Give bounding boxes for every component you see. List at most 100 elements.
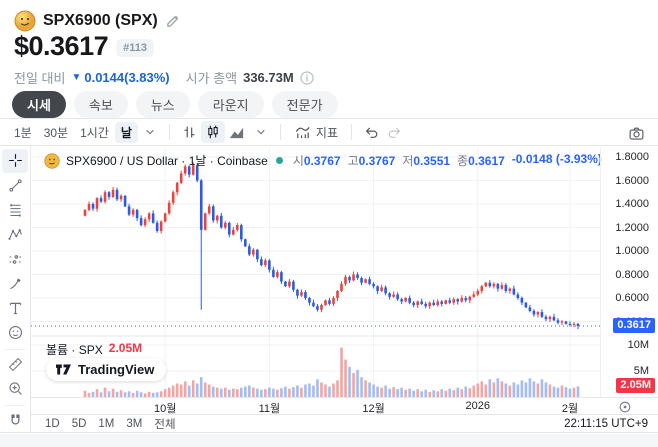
range-3m-button[interactable]: 3M xyxy=(126,418,143,430)
clock-timezone-button[interactable]: 22:11:15 UTC+9 xyxy=(564,418,648,430)
measure-ruler-tool-icon[interactable] xyxy=(2,352,28,376)
current-price-badge: 0.3617 xyxy=(613,318,655,333)
section-tabs: 시세 속보 뉴스 라운지 전문가 xyxy=(12,91,338,118)
zoom-in-tool-icon[interactable] xyxy=(2,377,28,401)
indicators-button[interactable]: 지표 xyxy=(288,122,344,143)
time-tick-label: 12월 xyxy=(362,403,385,415)
watermark-label: TradingView xyxy=(78,362,155,377)
price-tick-label: 1.4000 xyxy=(615,198,649,210)
low-label: 저 xyxy=(402,154,414,168)
volume-tick-label: 10M xyxy=(627,339,649,351)
price-tick-label: 1.6000 xyxy=(615,174,649,187)
volume-value: 2.05M xyxy=(108,341,143,355)
high-value: 0.3767 xyxy=(358,154,396,168)
rank-badge: #113 xyxy=(116,39,154,57)
text-tool-icon[interactable] xyxy=(2,296,28,320)
edit-pencil-icon[interactable] xyxy=(165,14,180,29)
price-axis[interactable]: 1.8000 1.6000 1.4000 1.2000 1.0000 0.8000 0.60… xyxy=(600,147,658,397)
info-icon[interactable] xyxy=(300,70,314,85)
page-title: SPX6900 (SPX) xyxy=(43,12,158,29)
crosshair-tool-icon[interactable] xyxy=(2,149,28,173)
current-price: $0.3617 xyxy=(14,31,109,61)
range-bar: 1D 5D 1M 3M 전체 22:11:15 UTC+9 xyxy=(31,414,658,433)
toolbar-divider xyxy=(279,124,281,140)
chart-legend: SPX6900 / US Dollar · 1날 · Coinbase 시0.3… xyxy=(44,152,602,169)
change-value: 0.0144(3.83%) xyxy=(84,70,170,85)
chart-toolbar: 1분 30분 1시간 날 xyxy=(0,119,658,146)
volume-tick-label: 5M xyxy=(633,365,649,377)
trend-line-tool-icon[interactable] xyxy=(2,174,28,198)
chart-type-chevron-down-icon[interactable] xyxy=(249,121,273,143)
interval-chevron-down-icon[interactable] xyxy=(138,121,162,143)
change-row: 전일 대비 ▼ 0.0144(3.83%) 시가 총액 336.73M xyxy=(14,68,314,87)
down-arrow-icon: ▼ xyxy=(71,72,82,83)
candlestick-chart[interactable] xyxy=(31,147,600,397)
tab-price[interactable]: 시세 xyxy=(12,91,66,118)
open-label: 시 xyxy=(292,154,304,168)
tab-breaking[interactable]: 속보 xyxy=(73,91,128,118)
tradingview-widget: 1분 30분 1시간 날 xyxy=(0,118,658,433)
price-tick-label: 0.8000 xyxy=(615,268,649,281)
area-chart-type-icon[interactable] xyxy=(225,121,249,143)
magnet-tool-icon[interactable] xyxy=(2,409,28,433)
time-axis-separator xyxy=(31,397,658,398)
interval-1hour-button[interactable]: 1시간 xyxy=(80,125,109,140)
brush-tool-icon[interactable] xyxy=(2,272,28,296)
marketcap-value: 336.73M xyxy=(243,70,294,85)
toolbar-divider xyxy=(5,404,25,406)
low-value: 0.3551 xyxy=(413,154,451,168)
time-tick-label: 10월 xyxy=(153,403,177,415)
price-row: $0.3617 #113 xyxy=(14,31,154,62)
drawing-toolbar xyxy=(0,146,31,433)
tradingview-watermark[interactable]: TradingView xyxy=(46,358,167,381)
page-footer-band xyxy=(0,434,658,447)
marketcap-label: 시가 총액 xyxy=(185,71,238,86)
scroll-to-realtime-icon[interactable] xyxy=(618,400,632,414)
interval-30min-button[interactable]: 30분 xyxy=(43,125,69,140)
range-1d-button[interactable]: 1D xyxy=(45,418,60,430)
coin-logo-icon xyxy=(14,10,36,32)
redo-icon[interactable] xyxy=(383,121,407,143)
candle-chart-type-icon[interactable] xyxy=(200,121,225,143)
bar-chart-type-icon[interactable] xyxy=(177,121,201,143)
volume-title[interactable]: 볼륨 · SPX xyxy=(46,343,103,357)
interval-day-button[interactable]: 날 xyxy=(114,121,138,143)
market-status-dot[interactable] xyxy=(275,157,283,164)
range-5d-button[interactable]: 5D xyxy=(71,418,87,430)
price-tick-label: 0.6000 xyxy=(615,292,649,304)
emoji-tool-icon[interactable] xyxy=(2,321,28,345)
tab-expert[interactable]: 전문가 xyxy=(271,91,338,118)
price-change: ▼ 0.0144(3.83%) xyxy=(71,70,169,85)
open-value: 0.3767 xyxy=(303,154,341,168)
toolbar-divider xyxy=(168,124,170,140)
interval-1min-button[interactable]: 1분 xyxy=(14,125,32,140)
price-tick-label: 1.8000 xyxy=(615,151,649,163)
high-label: 고 xyxy=(347,154,359,168)
fib-retracement-tool-icon[interactable] xyxy=(2,198,28,222)
legend-change-value: -0.0148 (-3.93%) xyxy=(511,152,602,166)
range-1m-button[interactable]: 1M xyxy=(98,418,115,430)
close-label: 종 xyxy=(457,154,469,168)
range-all-button[interactable]: 전체 xyxy=(154,419,176,431)
tab-news[interactable]: 뉴스 xyxy=(135,91,190,118)
change-label: 전일 대비 xyxy=(14,71,66,86)
current-volume-badge: 2.05M xyxy=(616,378,655,394)
xabcd-pattern-tool-icon[interactable] xyxy=(2,223,28,247)
coin-header: SPX6900 (SPX) xyxy=(14,10,180,32)
price-tick-label: 1.2000 xyxy=(615,221,649,234)
tab-lounge[interactable]: 라운지 xyxy=(197,91,264,118)
toolbar-divider xyxy=(5,348,25,350)
legend-title[interactable]: SPX6900 / US Dollar · 1날 · Coinbase xyxy=(66,154,268,168)
legend-coin-icon xyxy=(44,152,60,169)
time-axis[interactable]: 10월 11월 12월 2026 2월 xyxy=(31,397,600,415)
undo-icon[interactable] xyxy=(359,121,383,143)
camera-snapshot-icon[interactable] xyxy=(624,122,648,144)
close-value: 0.3617 xyxy=(468,154,505,168)
time-tick-label: 11월 xyxy=(258,403,281,415)
toolbar-divider xyxy=(351,124,353,140)
volume-legend: 볼륨 · SPX 2.05M xyxy=(46,341,142,358)
indicators-label: 지표 xyxy=(315,125,339,140)
time-tick-label: 2026 xyxy=(465,400,491,412)
forecast-tool-icon[interactable] xyxy=(2,247,28,271)
